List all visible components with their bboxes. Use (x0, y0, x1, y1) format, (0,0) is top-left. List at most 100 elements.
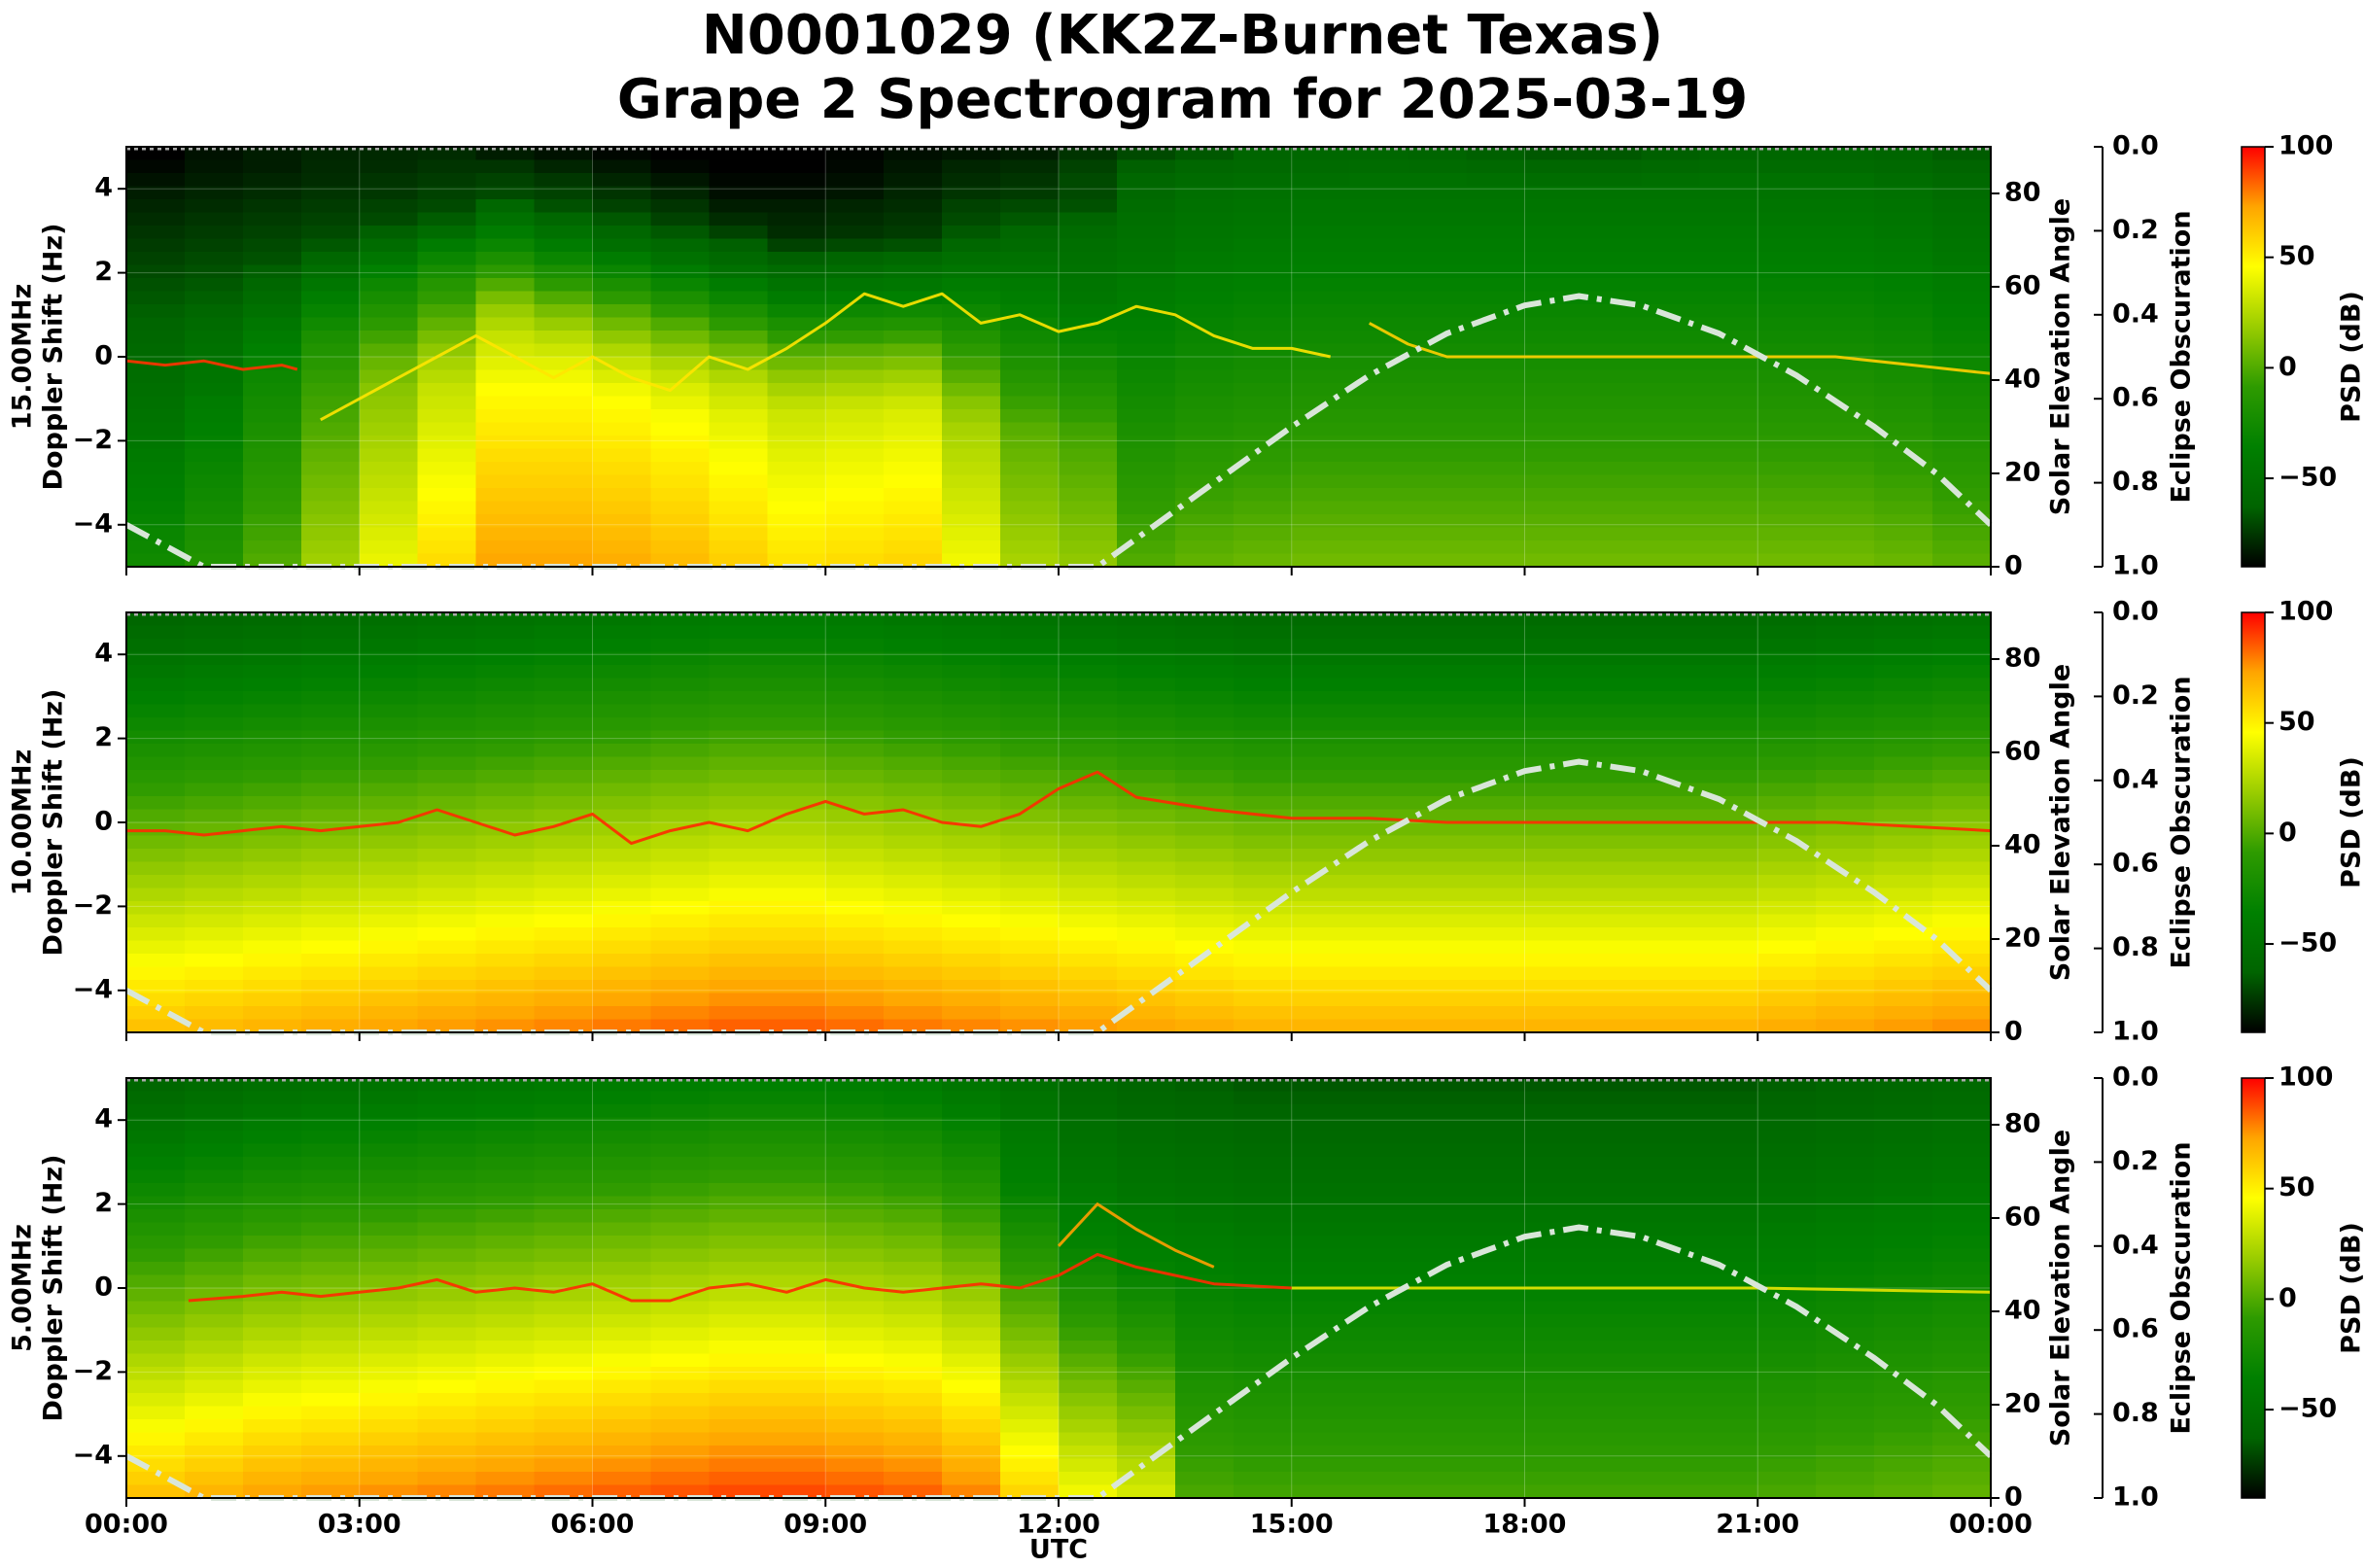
heatmap-cell (1524, 849, 1584, 863)
heatmap-cell (534, 369, 594, 384)
heatmap-cell (1816, 1183, 1875, 1198)
heatmap-cell (767, 159, 826, 174)
heatmap-cell (359, 730, 419, 745)
heatmap-cell (300, 173, 361, 188)
heatmap-cell (417, 1117, 477, 1132)
heatmap-cell (1757, 1472, 1817, 1486)
heatmap-cell (1582, 1288, 1642, 1303)
heatmap-cell (1699, 888, 1758, 902)
heatmap-cell (942, 1104, 1001, 1119)
heatmap-cell (1408, 501, 1468, 515)
heatmap-cell (242, 1209, 302, 1224)
heatmap-cell (417, 252, 477, 266)
heatmap-cell (1466, 875, 1526, 889)
heatmap-cell (1233, 396, 1293, 410)
heatmap-cell (300, 1314, 361, 1329)
x-tick-label: 21:00 (1716, 1510, 1799, 1540)
heatmap-cell (1582, 809, 1642, 823)
heatmap-cell (825, 678, 885, 692)
heatmap-cell (1233, 940, 1293, 955)
heatmap-cell (1524, 212, 1584, 226)
heatmap-cell (1233, 770, 1293, 784)
heatmap-cell (1174, 238, 1235, 253)
heatmap-cell (884, 331, 943, 345)
heatmap-cell (1116, 625, 1176, 640)
heatmap-cell (825, 1078, 885, 1093)
heatmap-cell (184, 849, 244, 863)
heatmap-cell (417, 770, 477, 784)
heatmap-cell (1757, 436, 1817, 450)
heatmap-cell (709, 488, 768, 503)
heatmap-cell (650, 1196, 710, 1210)
heatmap-cell (1582, 1314, 1642, 1329)
heatmap-cell (359, 1006, 419, 1021)
heatmap-cell (1291, 1288, 1351, 1303)
obscuration-tick-label: 0.4 (2112, 764, 2159, 794)
heatmap-cell (1641, 252, 1700, 266)
heatmap-cell (184, 954, 244, 968)
heatmap-cell (534, 796, 594, 811)
heatmap-cell (1466, 691, 1526, 706)
heatmap-cell (767, 448, 826, 463)
heatmap-cell (1174, 966, 1235, 981)
heatmap-cell (1524, 1143, 1584, 1158)
heatmap-cell (242, 1327, 302, 1342)
heatmap-cell (417, 1393, 477, 1408)
heatmap-cell (709, 1183, 768, 1198)
heatmap-cell (534, 1367, 594, 1381)
heatmap-cell (1816, 1236, 1875, 1250)
heatmap-cell (242, 783, 302, 797)
heatmap-cell (475, 744, 536, 758)
heatmap-cell (1174, 501, 1235, 515)
heatmap-cell (1524, 1091, 1584, 1105)
heatmap-cell (650, 861, 710, 876)
heatmap-cell (242, 1078, 302, 1093)
heatmap-cell (1000, 252, 1060, 266)
heatmap-cell (1874, 1393, 1933, 1408)
heatmap-cell (184, 993, 244, 1007)
heatmap-cell (1349, 1143, 1409, 1158)
heatmap-cell (709, 462, 768, 476)
heatmap-cell (359, 357, 419, 371)
heatmap-cell (1641, 717, 1700, 732)
heatmap-cell (1466, 1196, 1526, 1210)
heatmap-cell (767, 1157, 826, 1171)
heatmap-cell (475, 809, 536, 823)
heatmap-cell (1116, 1406, 1176, 1420)
heatmap-cell (1000, 1406, 1060, 1420)
heatmap-cell (1874, 383, 1933, 398)
heatmap-cell (767, 993, 826, 1007)
heatmap-cell (359, 678, 419, 692)
heatmap-cell (1816, 756, 1875, 771)
heatmap-cell (1349, 954, 1409, 968)
heatmap-cell (1059, 264, 1118, 279)
heatmap-cell (1699, 1327, 1758, 1342)
heatmap-cell (534, 1222, 594, 1237)
heatmap-cell (825, 1209, 885, 1224)
heatmap-cell (1582, 966, 1642, 981)
heatmap-cell (1408, 527, 1468, 541)
heatmap-cell (1641, 861, 1700, 876)
heatmap-cell (1524, 159, 1584, 174)
heatmap-cell (1757, 651, 1817, 666)
heatmap-cell (1874, 1353, 1933, 1368)
heatmap-cell (475, 665, 536, 679)
heatmap-cell (1874, 1019, 1933, 1033)
heatmap-cell (1699, 1301, 1758, 1315)
heatmap-cell (1174, 514, 1235, 529)
heatmap-cell (942, 888, 1001, 902)
heatmap-cell (884, 914, 943, 928)
heatmap-cell (184, 1458, 244, 1473)
heatmap-cell (1757, 1006, 1817, 1021)
heatmap-cell (1641, 291, 1700, 305)
heatmap-cell (1816, 278, 1875, 293)
heatmap-cell (1000, 783, 1060, 797)
heatmap-cell (1233, 1104, 1293, 1119)
heatmap-cell (825, 369, 885, 384)
heatmap-cell (767, 264, 826, 279)
heatmap-cell (650, 1393, 710, 1408)
heatmap-cell (1466, 1406, 1526, 1420)
heatmap-cell (475, 422, 536, 436)
heatmap-cell (1174, 1262, 1235, 1276)
heatmap-cell (1874, 704, 1933, 718)
